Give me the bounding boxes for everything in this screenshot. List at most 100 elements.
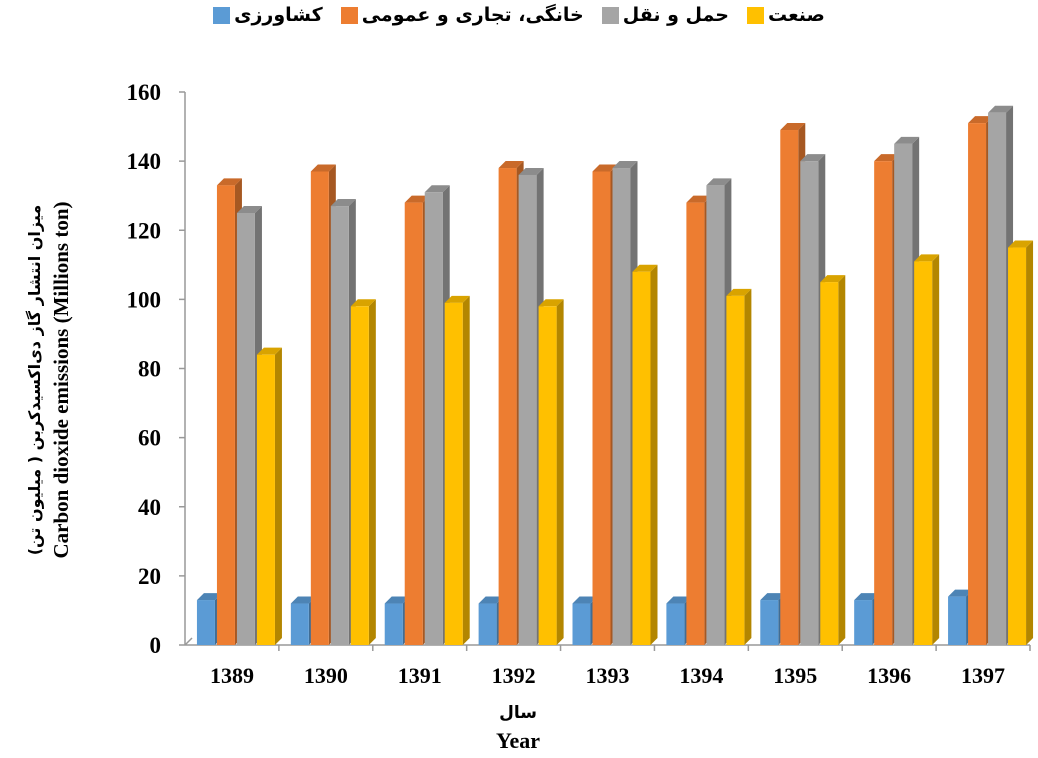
bar	[1008, 240, 1034, 645]
bar-top	[330, 199, 356, 207]
bar-front	[780, 130, 799, 646]
bar-front	[424, 192, 443, 645]
bar-front	[854, 600, 873, 645]
bar-top	[444, 295, 470, 303]
bar-top	[498, 161, 524, 169]
y-tick-label: 80	[138, 357, 161, 382]
y-tick-label: 160	[127, 80, 162, 105]
legend-swatch	[746, 6, 764, 24]
legend-item: خانگی، تجاری و عمومی	[340, 4, 584, 26]
bar-top	[874, 154, 900, 162]
bar-front	[444, 302, 463, 645]
bar-front	[894, 143, 913, 645]
bar-side	[1026, 240, 1034, 645]
bar-top	[948, 589, 974, 597]
bar-front	[914, 261, 933, 645]
bar-top	[914, 254, 940, 262]
legend-label: کشاورزی	[234, 4, 323, 26]
bar-front	[632, 271, 651, 645]
bar-side	[650, 264, 658, 645]
bar-top	[592, 164, 618, 172]
bar-front	[612, 168, 631, 645]
bar-top	[988, 105, 1014, 113]
y-tick-label: 100	[127, 287, 162, 312]
bar-top	[424, 185, 450, 193]
bar-side	[274, 347, 282, 645]
bar-top	[760, 593, 786, 601]
bar-front	[538, 306, 557, 645]
bar-top	[256, 347, 282, 355]
bar-side	[838, 275, 846, 645]
x-axis-label: Year	[496, 728, 540, 753]
bar-front	[290, 603, 309, 645]
y-tick-label: 120	[127, 218, 162, 243]
bar-top	[538, 299, 564, 307]
bar-top	[800, 154, 826, 162]
bar-top	[310, 164, 336, 172]
bar-top	[572, 596, 598, 604]
bar-front	[820, 282, 839, 645]
bar-front	[800, 161, 819, 645]
bar-top	[666, 596, 692, 604]
legend-label: خانگی، تجاری و عمومی	[361, 4, 584, 26]
bar-front	[384, 603, 403, 645]
bar-top	[518, 167, 544, 175]
y-tick-label: 0	[150, 633, 162, 658]
bar-top	[290, 596, 316, 604]
y-axis-label: Carbon dioxide emissions (Millions ton)	[49, 201, 73, 558]
bar-front	[330, 206, 349, 645]
bar-front	[686, 202, 705, 645]
legend-item: کشاورزی	[213, 4, 323, 26]
bar-top	[968, 116, 994, 124]
bar	[444, 295, 470, 645]
legend: صنعت حمل و نقل خانگی، تجاری و عمومی کشاورزی	[0, 4, 1038, 26]
y-axis-label: میزان انتشار گاز دی‌اکسیدکربن ( میلیون ت…	[25, 205, 44, 556]
legend-label: حمل و نقل	[622, 4, 729, 26]
x-tick-label: 1390	[304, 663, 348, 688]
bar-front	[518, 174, 537, 645]
bar-front	[350, 306, 369, 645]
bar-front	[592, 171, 611, 645]
bar-top	[706, 178, 732, 186]
bar-front	[706, 185, 725, 645]
bar-side	[744, 288, 752, 645]
x-tick-label: 1392	[492, 663, 536, 688]
x-tick-label: 1389	[210, 663, 254, 688]
legend-swatch	[213, 6, 231, 24]
x-tick-label: 1395	[773, 663, 817, 688]
bar-front	[216, 185, 235, 645]
bar	[538, 299, 564, 645]
bar-front	[404, 202, 423, 645]
y-tick-label: 60	[138, 426, 161, 451]
bar-top	[726, 288, 752, 296]
bar-top	[820, 275, 846, 283]
bar-front	[1008, 247, 1027, 645]
bar-front	[310, 171, 329, 645]
legend-item: صنعت	[746, 4, 825, 26]
x-axis-label: سال	[499, 703, 537, 723]
legend-swatch	[340, 6, 358, 24]
x-tick-label: 1397	[961, 663, 1005, 688]
y-tick-label: 20	[138, 564, 161, 589]
bar-top	[1008, 240, 1034, 248]
bar-front	[236, 212, 255, 645]
bar-front	[256, 354, 275, 645]
bar-top	[894, 136, 920, 144]
bar-front	[948, 596, 967, 645]
bar-top	[612, 161, 638, 169]
bar-front	[874, 161, 893, 645]
y-tick-label: 140	[127, 149, 162, 174]
bar	[256, 347, 282, 645]
bar-front	[726, 295, 745, 645]
legend-swatch	[601, 6, 619, 24]
bar-front	[666, 603, 685, 645]
bar	[914, 254, 940, 645]
bar-front	[498, 168, 517, 645]
bar-side	[368, 299, 376, 645]
x-tick-label: 1393	[586, 663, 630, 688]
bar-top	[686, 195, 712, 203]
bar-front	[572, 603, 591, 645]
bar-front	[478, 603, 497, 645]
bar-top	[854, 593, 880, 601]
